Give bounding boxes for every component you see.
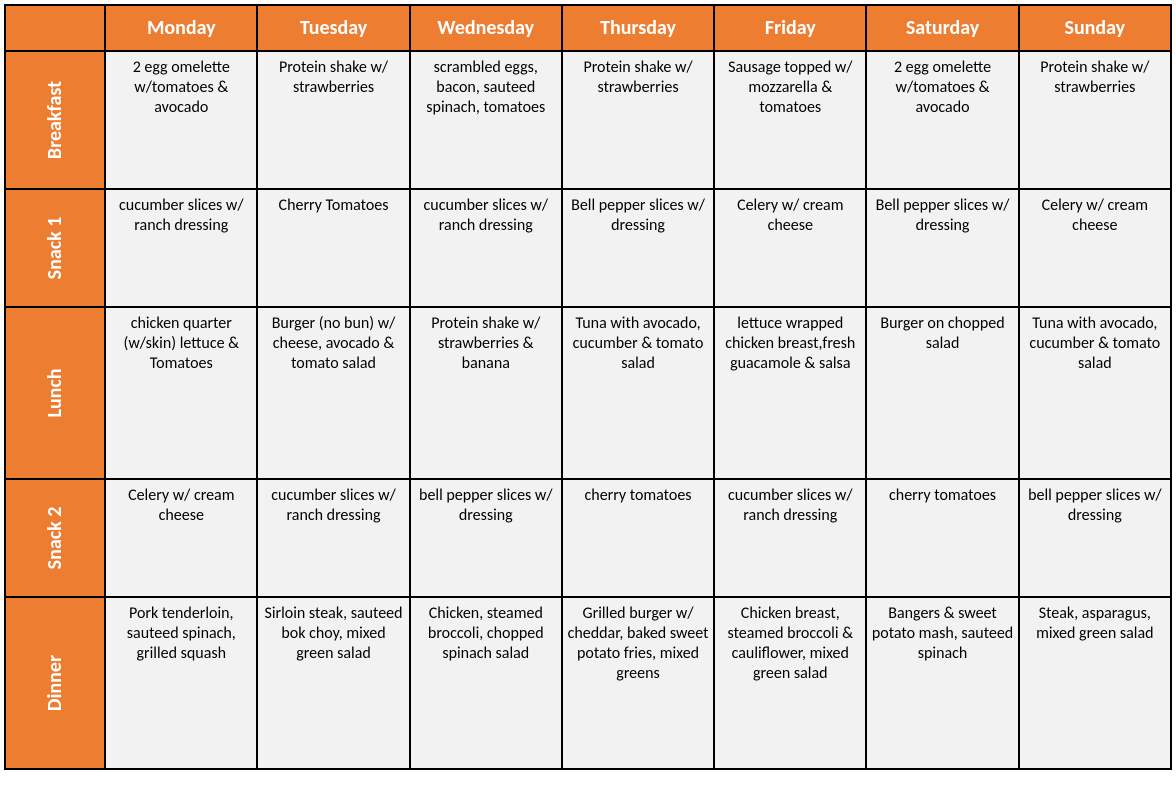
cell-snack2-tue: cucumber slices w/ ranch dressing — [257, 479, 409, 597]
cell-breakfast-sun: Protein shake w/ strawberries — [1019, 51, 1171, 189]
cell-dinner-sun: Steak, asparagus, mixed green salad — [1019, 597, 1171, 769]
row-dinner: Dinner Pork tenderloin, sauteed spinach,… — [5, 597, 1171, 769]
cell-dinner-fri: Chicken breast, steamed broccoli & cauli… — [714, 597, 866, 769]
header-row: Monday Tuesday Wednesday Thursday Friday… — [5, 5, 1171, 51]
day-header-saturday: Saturday — [866, 5, 1018, 51]
day-header-sunday: Sunday — [1019, 5, 1171, 51]
row-header-breakfast: Breakfast — [5, 51, 105, 189]
corner-cell — [5, 5, 105, 51]
cell-lunch-mon: chicken quarter (w/skin) lettuce & Tomat… — [105, 307, 257, 479]
cell-snack1-thu: Bell pepper slices w/ dressing — [562, 189, 714, 307]
cell-breakfast-tue: Protein shake w/ strawberries — [257, 51, 409, 189]
cell-snack2-sat: cherry tomatoes — [866, 479, 1018, 597]
cell-breakfast-sat: 2 egg omelette w/tomatoes & avocado — [866, 51, 1018, 189]
cell-snack1-sat: Bell pepper slices w/ dressing — [866, 189, 1018, 307]
cell-lunch-sat: Burger on chopped salad — [866, 307, 1018, 479]
cell-dinner-sat: Bangers & sweet potato mash, sauteed spi… — [866, 597, 1018, 769]
meal-plan-table: Monday Tuesday Wednesday Thursday Friday… — [4, 4, 1172, 770]
cell-snack2-mon: Celery w/ cream cheese — [105, 479, 257, 597]
cell-breakfast-wed: scrambled eggs, bacon, sauteed spinach, … — [410, 51, 562, 189]
day-header-tuesday: Tuesday — [257, 5, 409, 51]
row-header-snack1: Snack 1 — [5, 189, 105, 307]
row-header-snack2: Snack 2 — [5, 479, 105, 597]
cell-snack1-sun: Celery w/ cream cheese — [1019, 189, 1171, 307]
day-header-friday: Friday — [714, 5, 866, 51]
cell-dinner-thu: Grilled burger w/ cheddar, baked sweet p… — [562, 597, 714, 769]
cell-snack2-wed: bell pepper slices w/ dressing — [410, 479, 562, 597]
cell-snack2-fri: cucumber slices w/ ranch dressing — [714, 479, 866, 597]
cell-snack1-tue: Cherry Tomatoes — [257, 189, 409, 307]
day-header-monday: Monday — [105, 5, 257, 51]
cell-breakfast-mon: 2 egg omelette w/tomatoes & avocado — [105, 51, 257, 189]
cell-snack2-thu: cherry tomatoes — [562, 479, 714, 597]
day-header-thursday: Thursday — [562, 5, 714, 51]
cell-dinner-tue: Sirloin steak, sauteed bok choy, mixed g… — [257, 597, 409, 769]
row-lunch: Lunch chicken quarter (w/skin) lettuce &… — [5, 307, 1171, 479]
cell-breakfast-thu: Protein shake w/ strawberries — [562, 51, 714, 189]
row-header-dinner: Dinner — [5, 597, 105, 769]
day-header-wednesday: Wednesday — [410, 5, 562, 51]
cell-breakfast-fri: Sausage topped w/ mozzarella & tomatoes — [714, 51, 866, 189]
cell-snack1-mon: cucumber slices w/ ranch dressing — [105, 189, 257, 307]
cell-snack1-fri: Celery w/ cream cheese — [714, 189, 866, 307]
cell-lunch-thu: Tuna with avocado, cucumber & tomato sal… — [562, 307, 714, 479]
cell-dinner-mon: Pork tenderloin, sauteed spinach, grille… — [105, 597, 257, 769]
cell-lunch-wed: Protein shake w/ strawberries & banana — [410, 307, 562, 479]
cell-lunch-tue: Burger (no bun) w/ cheese, avocado & tom… — [257, 307, 409, 479]
cell-snack1-wed: cucumber slices w/ ranch dressing — [410, 189, 562, 307]
row-header-lunch: Lunch — [5, 307, 105, 479]
row-snack2: Snack 2 Celery w/ cream cheese cucumber … — [5, 479, 1171, 597]
cell-snack2-sun: bell pepper slices w/ dressing — [1019, 479, 1171, 597]
cell-lunch-sun: Tuna with avocado, cucumber & tomato sal… — [1019, 307, 1171, 479]
cell-dinner-wed: Chicken, steamed broccoli, chopped spina… — [410, 597, 562, 769]
row-breakfast: Breakfast 2 egg omelette w/tomatoes & av… — [5, 51, 1171, 189]
row-snack1: Snack 1 cucumber slices w/ ranch dressin… — [5, 189, 1171, 307]
cell-lunch-fri: lettuce wrapped chicken breast,fresh gua… — [714, 307, 866, 479]
